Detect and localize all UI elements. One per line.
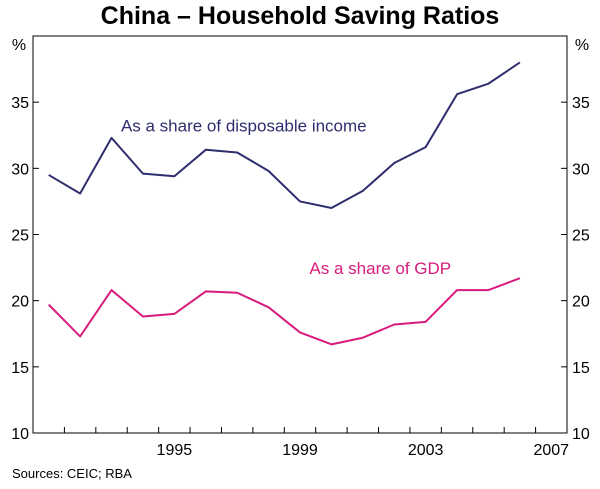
- series-label-gdp: As a share of GDP: [309, 259, 451, 278]
- y-tick-label-left: 25: [11, 228, 29, 245]
- series-label-disposable-income: As a share of disposable income: [121, 116, 367, 135]
- series-line-1: [47, 277, 521, 346]
- y-tick-label-right: 20: [572, 294, 590, 311]
- y-axis-unit-right: %: [575, 37, 589, 54]
- y-tick-label-right: 35: [572, 95, 590, 112]
- y-tick-label-right: 25: [572, 228, 590, 245]
- series-line-0: [48, 61, 521, 210]
- x-tick-label-2003: 2003: [408, 442, 444, 459]
- source-note: Sources: CEIC; RBA: [12, 466, 132, 481]
- y-tick-label-left: 30: [11, 161, 29, 178]
- y-tick-label-right: 15: [572, 360, 590, 377]
- y-tick-label-left: 35: [11, 95, 29, 112]
- y-tick-label-left: 15: [11, 360, 29, 377]
- y-tick-label-right: 10: [572, 426, 590, 443]
- y-tick-label-left: 10: [11, 426, 29, 443]
- x-tick-label-2007: 2007: [533, 442, 569, 459]
- chart-title: China – Household Saving Ratios: [100, 2, 500, 30]
- y-tick-label-right: 30: [572, 161, 590, 178]
- x-tick-label-1995: 1995: [157, 442, 193, 459]
- y-tick-label-left: 20: [11, 294, 29, 311]
- series-layer: [47, 61, 521, 346]
- x-tick-label-1999: 1999: [282, 442, 318, 459]
- y-axis-unit-left: %: [12, 37, 26, 54]
- labels-layer: 10 10 15 15 20 20 25 25 30 30 35 35 1995 1999 2003 2007: [11, 95, 590, 459]
- ticks-layer: [33, 101, 567, 434]
- plot-frame: [32, 35, 568, 434]
